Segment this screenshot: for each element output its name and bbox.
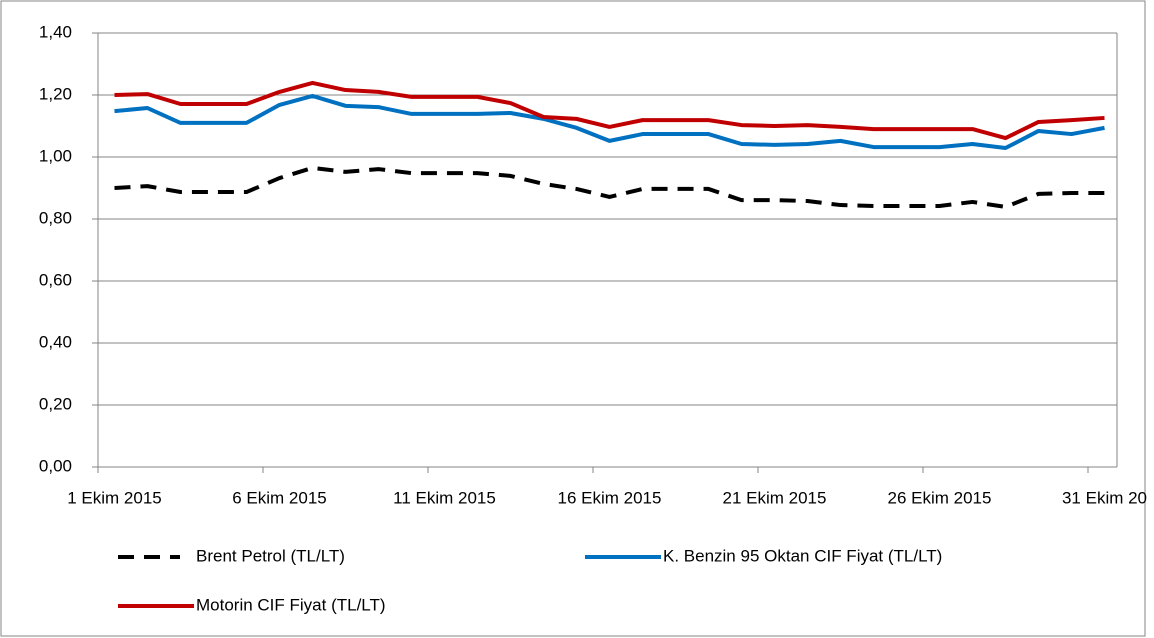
y-tick-label: 0,00 (39, 456, 72, 475)
legend-label: K. Benzin 95 Oktan CIF Fiyat (TL/LT) (663, 546, 942, 565)
legend-label: Motorin CIF Fiyat (TL/LT) (196, 595, 386, 614)
y-tick-label: 1,20 (39, 84, 72, 103)
x-tick-label: 6 Ekim 2015 (232, 488, 327, 507)
legend-label: Brent Petrol (TL/LT) (196, 546, 345, 565)
y-tick-label: 0,60 (39, 270, 72, 289)
x-tick-label: 11 Ekim 2015 (393, 488, 496, 507)
y-tick-label: 0,20 (39, 394, 72, 413)
y-tick-label: 0,80 (39, 208, 72, 227)
x-tick-label: 21 Ekim 2015 (723, 488, 827, 507)
y-tick-label: 1,00 (39, 146, 72, 165)
x-tick-label: 31 Ekim 20 (1062, 488, 1147, 507)
y-tick-label: 0,40 (39, 332, 72, 351)
x-tick-label: 16 Ekim 2015 (558, 488, 662, 507)
series-line (114, 165, 1105, 209)
x-tick-label: 1 Ekim 2015 (67, 488, 162, 507)
series-line (114, 80, 1105, 141)
series-line (114, 93, 1105, 151)
y-tick-label: 1,40 (39, 22, 72, 41)
x-tick-label: 26 Ekim 2015 (888, 488, 992, 507)
